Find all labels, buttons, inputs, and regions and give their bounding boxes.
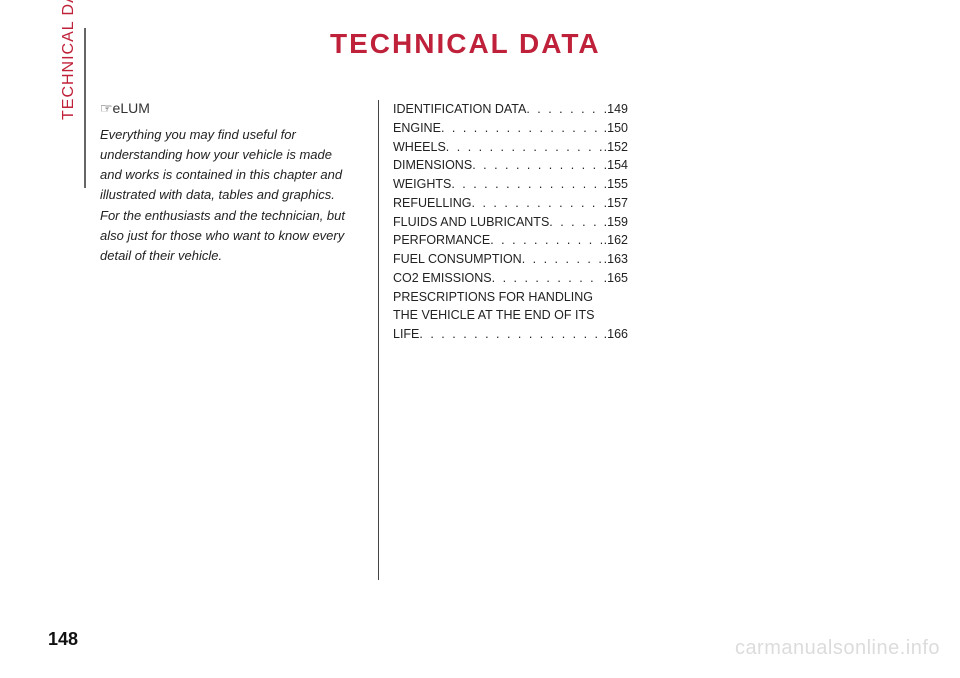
toc-dots [526, 100, 601, 119]
toc-row: ENGINE .150 [393, 119, 628, 138]
toc-label: WHEELS [393, 138, 446, 157]
toc-label: FUEL CONSUMPTION [393, 250, 522, 269]
toc-dots [549, 213, 601, 232]
elum-icon-text: ☞eLUM [100, 100, 350, 117]
toc-row: DIMENSIONS .154 [393, 156, 628, 175]
toc-dots [492, 269, 602, 288]
toc-page: .157 [602, 194, 628, 213]
toc-dots [446, 138, 602, 157]
toc-label: ENGINE [393, 119, 441, 138]
toc-label: FLUIDS AND LUBRICANTS [393, 213, 549, 232]
intro-body: Everything you may find useful for under… [100, 125, 350, 266]
toc-page: .159 [602, 213, 628, 232]
intro-column: ☞eLUM Everything you may find useful for… [100, 100, 350, 266]
toc-row: REFUELLING .157 [393, 194, 628, 213]
title-band: TECHNICAL DATA [330, 28, 900, 60]
toc-dots [451, 175, 601, 194]
toc-page: .163 [602, 250, 628, 269]
toc-page: .154 [602, 156, 628, 175]
toc-row: WEIGHTS .155 [393, 175, 628, 194]
page-number: 148 [48, 629, 78, 650]
toc-row: FUEL CONSUMPTION .163 [393, 250, 628, 269]
page-title: TECHNICAL DATA [330, 28, 900, 60]
toc-row: PERFORMANCE .162 [393, 231, 628, 250]
toc-label: WEIGHTS [393, 175, 451, 194]
toc-row: IDENTIFICATION DATA .149 [393, 100, 628, 119]
watermark-text: carmanualsonline.info [735, 637, 940, 660]
side-section-label: TECHNICAL DATA [60, 0, 78, 120]
toc-dots [522, 250, 602, 269]
toc-page: .162 [602, 231, 628, 250]
toc-row: CO2 EMISSIONS .165 [393, 269, 628, 288]
toc-page: .150 [602, 119, 628, 138]
toc-page: .152 [602, 138, 628, 157]
toc-dots [472, 194, 602, 213]
toc-label: PERFORMANCE [393, 231, 490, 250]
toc-row: LIFE .166 [393, 325, 628, 344]
side-rule [84, 28, 86, 188]
toc-label: REFUELLING [393, 194, 472, 213]
toc-page: .166 [602, 325, 628, 344]
toc-multi-line2: THE VEHICLE AT THE END OF ITS [393, 306, 628, 325]
toc-label: IDENTIFICATION DATA [393, 100, 526, 119]
toc-label: LIFE [393, 325, 419, 344]
toc-dots [490, 231, 601, 250]
toc-dots [419, 325, 601, 344]
toc-row: WHEELS .152 [393, 138, 628, 157]
toc-dots [472, 156, 601, 175]
toc-dots [441, 119, 602, 138]
toc-column: IDENTIFICATION DATA .149 ENGINE .150 WHE… [378, 100, 628, 580]
toc-page: .165 [602, 269, 628, 288]
toc-page: .149 [602, 100, 628, 119]
toc-page: .155 [602, 175, 628, 194]
toc-row: FLUIDS AND LUBRICANTS .159 [393, 213, 628, 232]
toc-label: CO2 EMISSIONS [393, 269, 492, 288]
toc-multi-line1: PRESCRIPTIONS FOR HANDLING [393, 288, 628, 307]
toc-label: DIMENSIONS [393, 156, 472, 175]
